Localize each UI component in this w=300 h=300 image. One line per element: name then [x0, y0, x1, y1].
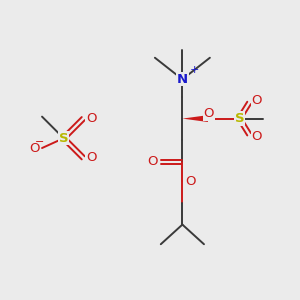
Text: O: O [204, 107, 214, 120]
Text: +: + [190, 64, 199, 74]
Text: −: − [34, 137, 44, 147]
Text: S: S [235, 112, 244, 125]
Text: N: N [177, 73, 188, 86]
Text: O: O [185, 175, 196, 188]
Text: S: S [59, 132, 68, 145]
Text: O: O [29, 142, 39, 154]
Text: O: O [148, 155, 158, 168]
Text: O: O [252, 94, 262, 107]
Text: O: O [252, 130, 262, 143]
Text: O: O [86, 152, 96, 164]
Polygon shape [182, 115, 208, 122]
Text: O: O [86, 112, 96, 125]
